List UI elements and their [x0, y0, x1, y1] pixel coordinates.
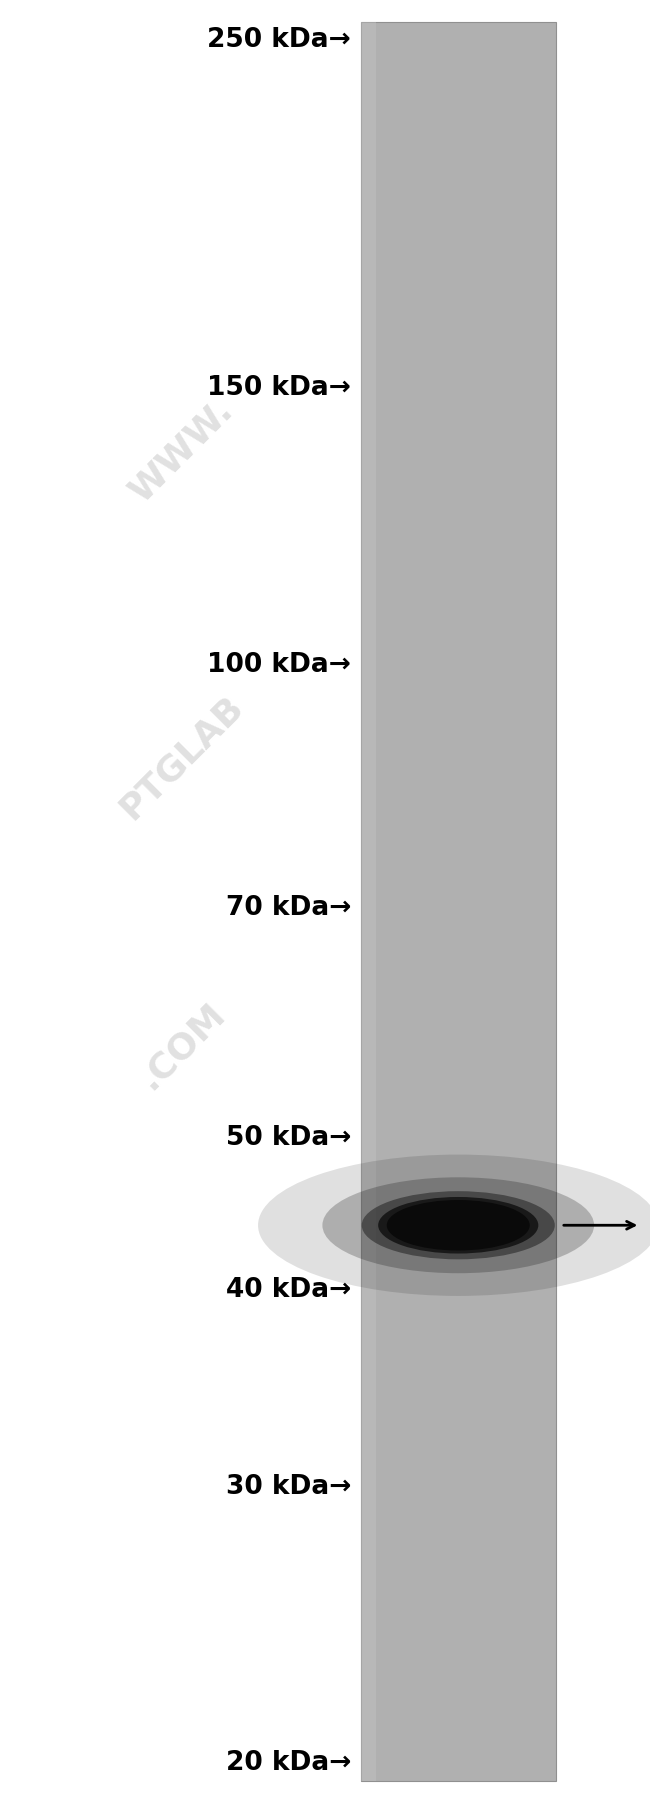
Ellipse shape: [361, 1192, 554, 1258]
Text: WWW.: WWW.: [124, 393, 240, 508]
Text: .COM: .COM: [132, 995, 232, 1096]
Text: 50 kDa→: 50 kDa→: [226, 1125, 351, 1150]
Text: 150 kDa→: 150 kDa→: [207, 375, 351, 402]
Text: 250 kDa→: 250 kDa→: [207, 27, 351, 52]
Ellipse shape: [322, 1177, 594, 1273]
Text: 30 kDa→: 30 kDa→: [226, 1473, 351, 1500]
Ellipse shape: [378, 1197, 538, 1253]
Text: 20 kDa→: 20 kDa→: [226, 1751, 351, 1776]
Text: 100 kDa→: 100 kDa→: [207, 653, 351, 678]
Text: 70 kDa→: 70 kDa→: [226, 896, 351, 921]
Text: 40 kDa→: 40 kDa→: [226, 1277, 351, 1304]
Ellipse shape: [258, 1154, 650, 1296]
Bar: [361, 22, 556, 1781]
Text: PTGLAB: PTGLAB: [114, 689, 250, 826]
Bar: [361, 22, 376, 1781]
Ellipse shape: [387, 1201, 530, 1251]
